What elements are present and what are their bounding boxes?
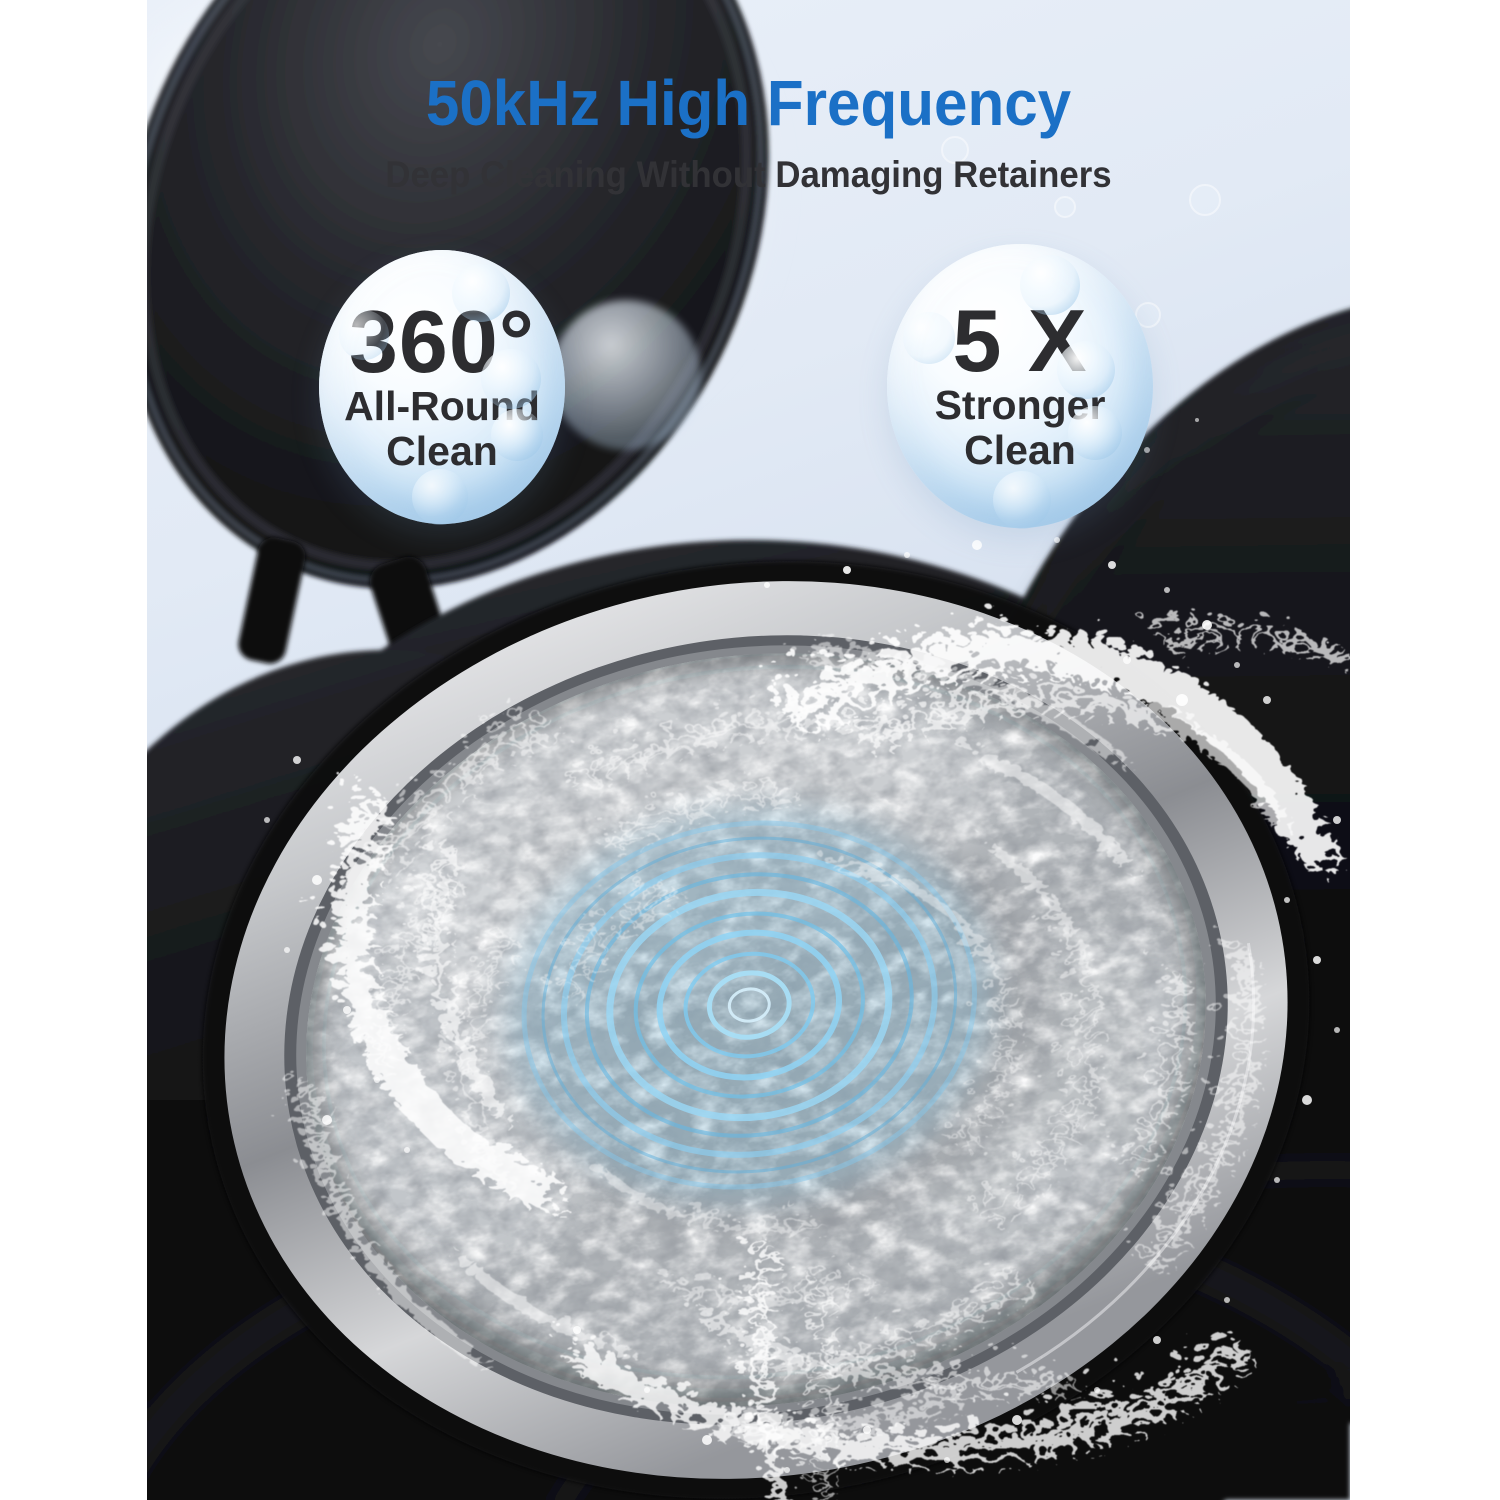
bubble-icon (902, 312, 955, 365)
device-illustration (147, 0, 1350, 1500)
page-subtitle: Deep Cleaning Without Damaging Retainers (385, 154, 1112, 195)
badge-360-line2: Clean (386, 427, 498, 474)
bubble-icon (412, 469, 469, 526)
bubble-icon (993, 471, 1052, 530)
water-splashes (280, 607, 1333, 1499)
ghost-bubble (551, 300, 701, 450)
water-droplets (264, 418, 1341, 1473)
bubble-icon (1020, 255, 1080, 316)
badge-360-all-round-clean: 360° All-Round Clean (319, 250, 565, 526)
bubble-icon (338, 310, 389, 361)
product-photo: 50kHz High Frequency Deep Cleaning Witho… (147, 0, 1350, 1500)
page-title: 50kHz High Frequency (425, 67, 1072, 139)
bubble-icon (481, 348, 542, 409)
bubble-icon (1057, 340, 1116, 399)
badge-5x-line2: Clean (964, 426, 1076, 473)
bubble-icon (1067, 405, 1122, 460)
bubble-icon (491, 408, 544, 461)
ultrasonic-ripples (505, 806, 994, 1205)
badge-5x-stronger-clean: 5 X Stronger Clean (887, 244, 1153, 530)
bubble-icon (451, 263, 510, 322)
